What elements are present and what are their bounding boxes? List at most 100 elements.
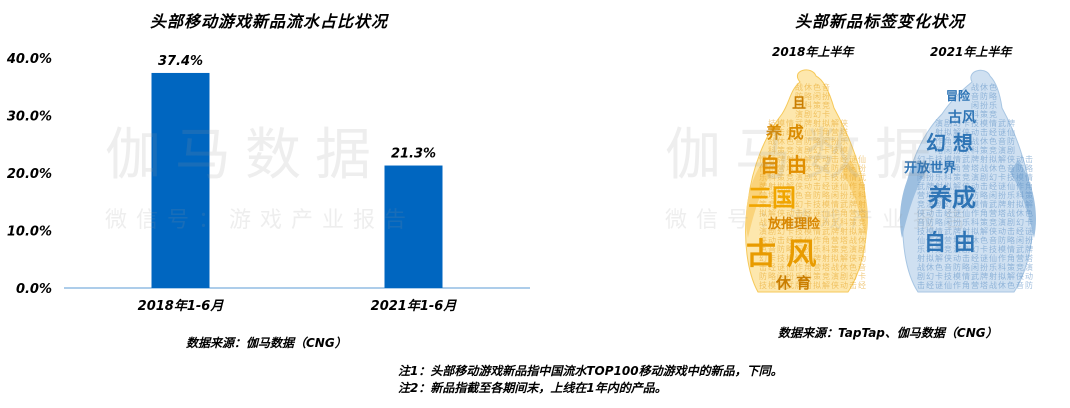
wordcloud-small-word: 休 [944,190,952,200]
wordcloud-small-word: 乐 [935,172,943,182]
wordcloud-small-word: 色 [759,244,767,254]
wordcloud-small-word: 营 [962,163,970,173]
wordcloud-small-word: 卡 [822,172,830,182]
wordcloud-small-word: 塔 [962,136,970,146]
wordcloud-small-word: 防 [777,244,785,254]
y-tick-label: 30.0% [7,110,52,125]
wordcloud-small-word: 营 [849,208,857,218]
bar-2 [384,165,443,288]
wordcloud-small-word: 牌 [831,226,839,236]
wordcloud-small-word: 仙 [944,280,952,290]
wordcloud-small-word: 休 [971,235,979,245]
wordcloud-small-word: 作 [971,208,979,218]
wordcloud-small-word: 乐 [962,145,970,155]
wordcloud-small-word: 模 [840,145,848,155]
wordcloud-small-word: 角 [822,127,830,137]
wordcloud-small-word: 塔 [858,208,866,218]
note-1: 注1：头部移动游戏新品指中国流水TOP100移动游戏中的新品，下同。 [398,364,783,378]
wordcloud-small-word: 侠 [759,235,767,245]
wordcloud-small-word: 幻 [953,118,961,128]
wordcloud-small-word: 拟 [795,154,803,164]
wordcloud-small-word: 营 [831,235,839,245]
wordcloud-small-word: 解 [998,154,1006,164]
wordcloud-small-word: 策 [849,217,857,227]
wordcloud-small-word: 竞 [822,271,830,281]
wordcloud-small-word: 略 [786,244,794,254]
wordcloud-small-word: 幻 [944,199,952,209]
wordcloud-small-word: 剧 [944,119,952,128]
wordcloud-small-word: 经 [786,127,794,137]
wordcloud-small-word: 动 [971,127,979,137]
wordcloud-small-word: 作 [944,163,952,173]
wordcloud-small-word: 牌 [849,199,857,209]
wordcloud-small-word: 谜 [953,208,961,218]
wordcloud-small-word: 射 [813,118,821,128]
wordcloud-small-word: 防 [813,190,821,200]
wordcloud-small-word: 角 [840,208,848,218]
wordcloud-small-word: 射 [980,154,988,164]
wordcloud-small-word: 防 [759,271,767,281]
wordcloud-small-word: 科 [768,145,776,155]
wordcloud-small-word: 战 [962,235,970,245]
wordcloud-small-word: 休 [804,163,812,173]
wordcloud-small-word: 武 [998,118,1006,128]
note-2: 注2：新品指截至各期间末，上线在1年内的产品。 [398,381,667,395]
wordcloud-small-word: 乐 [917,244,925,254]
wordcloud-small-word: 卡 [926,154,934,164]
wordcloud-small-word: 剧 [980,173,988,182]
wordcloud-small-word: 仙 [935,163,943,173]
wordcloud-small-word: 幻 [777,226,785,236]
wordcloud-small-word: 闲 [989,191,997,200]
wordcloud-small-word: 卡 [804,199,812,209]
wordcloud-small-word: 演 [1025,262,1033,272]
wordcloud-small-word: 闲 [849,164,857,173]
wordcloud-small-word: 略 [1025,163,1033,173]
wordcloud-small-word: 扮 [831,136,839,146]
wordcloud-small-word: 竞 [989,217,997,227]
wordcloud-small-word: 略 [980,190,988,200]
wordcloud-small-word: 竞 [989,145,997,155]
wordcloud-small-word: 动 [1016,154,1024,164]
wordcloud-small-word: 技 [813,199,821,209]
wordcloud-small-word: 幻 [1016,217,1024,227]
wordcloud-small-word: 模 [786,253,794,263]
wordcloud-small-word: 战 [795,82,803,92]
wordcloud-small-word: 动 [926,208,934,218]
wordcloud-small-word: 乐 [962,217,970,227]
wordcloud-small-word: 音 [944,262,952,272]
bar-value-label: 37.4% [158,54,203,69]
wordcloud-small-word: 音 [989,235,997,245]
wordcloud-small-word: 塔 [840,127,848,137]
wordcloud-small-word: 闲 [917,173,925,182]
wordcloud-small-word: 色 [849,262,857,272]
right-chart-source: 数据来源：TapTap、伽马数据（CNG） [778,326,998,340]
wordcloud-small-word: 解 [840,253,848,263]
wordcloud-small-word: 动 [1025,271,1033,281]
wordcloud-small-word: 射 [962,226,970,236]
wordcloud-small-word: 竞 [840,244,848,254]
wordcloud-small-word: 仙 [786,262,794,272]
wordcloud-small-word: 科 [971,217,979,227]
wordcloud-small-word: 武 [768,154,776,164]
wordcloud-small-word: 扮 [858,163,866,173]
wordcloud-small-word: 武 [804,253,812,263]
wordcloud-small-word: 经 [804,208,812,218]
wordcloud-small-word: 解 [1025,199,1033,209]
wordcloud-small-word: 谜 [813,208,821,218]
wordcloud-small-word: 音 [822,163,830,173]
wordcloud-small-word: 幻 [917,154,925,164]
wordcloud-small-word: 模 [1016,172,1024,182]
wordcloud-small-word: 仙 [822,208,830,218]
wordcloud-small-word: 色 [777,217,785,227]
wordcloud-small-word: 演 [795,145,803,155]
wordcloud-small-word: 营 [831,127,839,137]
wordcloud-small-word: 演 [998,217,1006,227]
wordcloud-small-word: 卡 [768,253,776,263]
wordcloud-small-word: 幻 [795,199,803,209]
wordcloud-small-word: 闲 [944,146,952,155]
wordcloud-small-word: 拟 [849,226,857,236]
watermark-logo-left: 伽马数据 [105,123,385,188]
bar-chart-svg: 0.0% 10.0% 20.0% 30.0% 40.0% 37.4% 2018年1-6月 21… [6,52,530,314]
wordcloud-small-word: 射 [768,181,776,191]
wordcloud-small-word: 科 [944,172,952,182]
